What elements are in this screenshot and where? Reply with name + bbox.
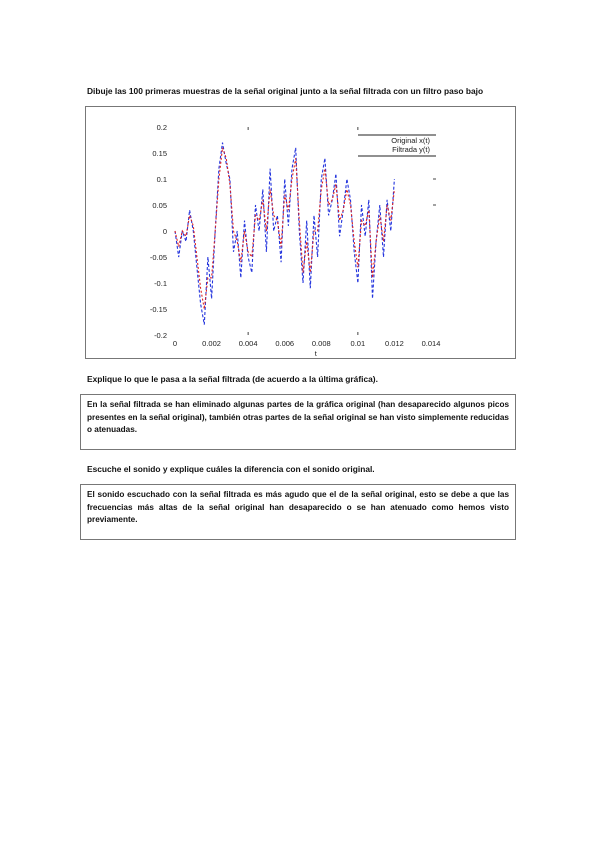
question-2: Explique lo que le pasa a la señal filtr… [87,374,378,384]
legend: Original x(t)Filtrada y(t) [358,134,436,157]
x-tick-label: 0.01 [351,339,366,348]
y-tick-label: 0.15 [152,149,167,158]
x-tick-label: 0.014 [422,339,441,348]
question-3: Escuche el sonido y explique cuáles la d… [87,464,375,474]
y-tick-label: 0.2 [157,123,167,132]
y-tick-label: 0.05 [152,201,167,210]
line-chart: 0.2 0.15 0.1 0.05 0 -0.05 -0.1 -0.15 -0.2 0 0.002 0… [150,123,441,358]
series-line-1 [174,147,395,310]
legend-entry: Original x(t) [391,136,430,145]
x-tick-label: 0.006 [275,339,294,348]
x-tick-label: 0.008 [312,339,331,348]
answer-box-3: El sonido escuchado con la señal filtrad… [80,484,516,540]
y-tick-label: -0.1 [154,279,167,288]
y-tick-label: -0.05 [150,253,167,262]
y-tick-label: -0.15 [150,305,167,314]
question-1: Dibuje las 100 primeras muestras de la s… [87,86,484,96]
y-tick-label: 0 [163,227,167,236]
series-line-0 [174,142,395,325]
x-tick-label: 0.002 [202,339,221,348]
x-tick-label: 0 [173,339,177,348]
chart-frame: 0.2 0.15 0.1 0.05 0 -0.05 -0.1 -0.15 -0.2 0 0.002 0… [85,106,516,359]
answer-box-2: En la señal filtrada se han eliminado al… [80,394,516,450]
y-tick-label: 0.1 [157,175,167,184]
x-tick-label: 0.012 [385,339,404,348]
y-tick-label: -0.2 [154,331,167,340]
x-tick-label: 0.004 [239,339,258,348]
legend-entry: Filtrada y(t) [392,145,430,154]
x-axis-label: t [315,349,318,358]
